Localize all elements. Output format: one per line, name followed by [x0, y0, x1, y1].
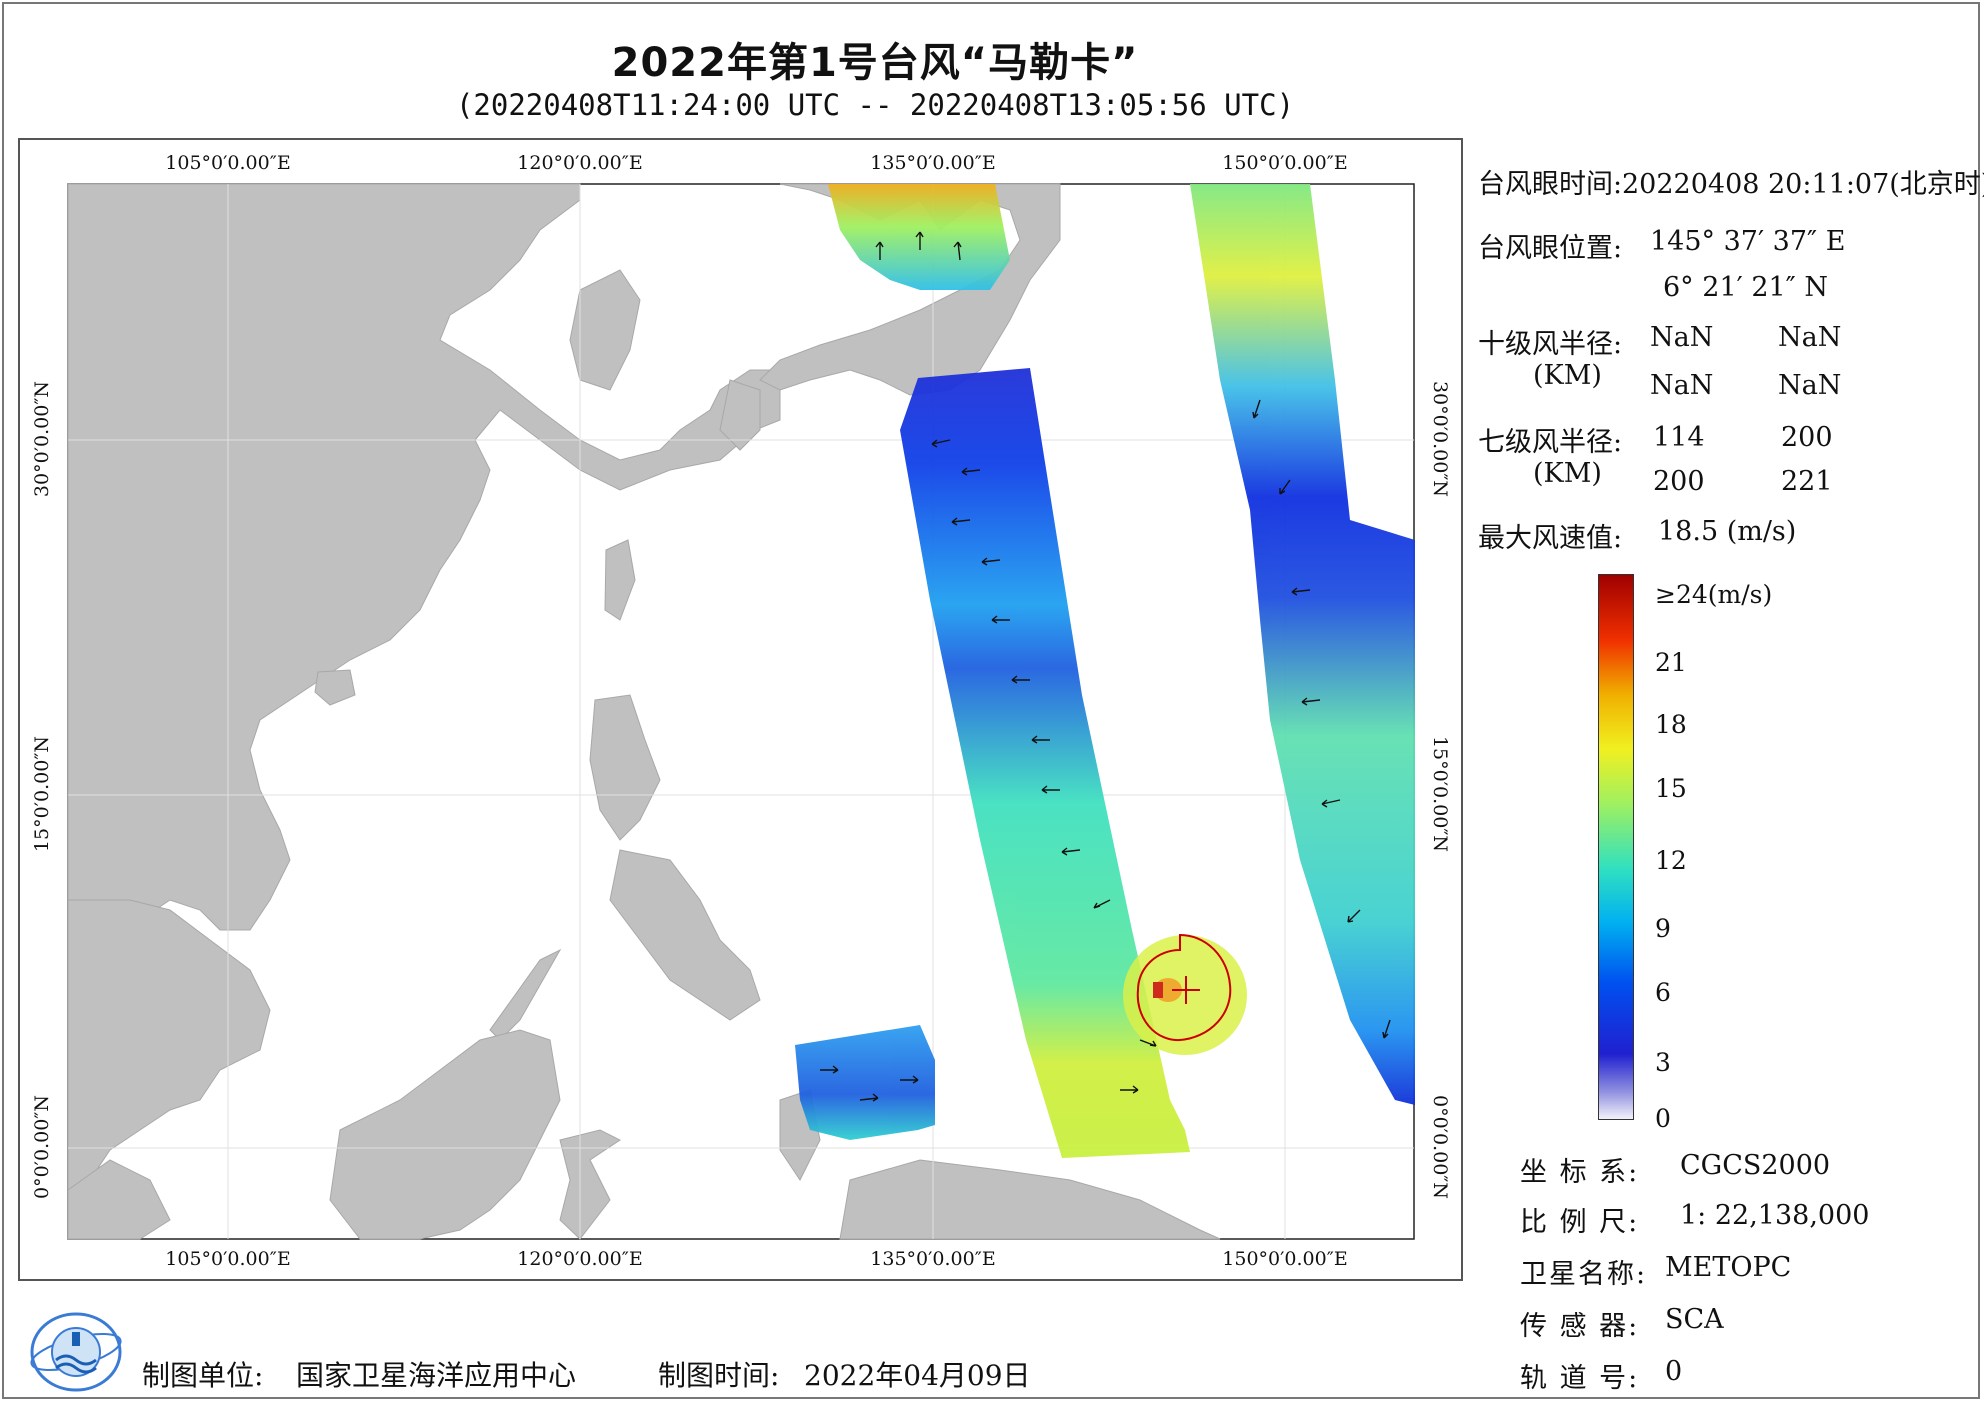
swath-main [900, 368, 1190, 1158]
r10-value-sw: NaN [1650, 370, 1714, 401]
new-guinea [839, 1159, 1221, 1240]
map-subtitle: (20220408T11:24:00 UTC -- 20220408T13:05… [455, 88, 1295, 122]
colorbar-label-3: 3 [1655, 1048, 1671, 1077]
r7-value-ne: 114 [1653, 422, 1705, 453]
crs-value: CGCS2000 [1680, 1150, 1831, 1181]
r10-value-ne: NaN [1650, 322, 1714, 353]
colorbar-label-12: 12 [1655, 846, 1687, 875]
sulawesi [559, 1129, 621, 1240]
orbit-value: 0 [1665, 1356, 1683, 1387]
r7-label: 七级风半径: [1478, 427, 1623, 458]
lon-tick-top-2: 120°0′0.00″E [517, 152, 643, 174]
borneo [329, 1029, 561, 1240]
typhoon-eye-marker [1136, 933, 1232, 1042]
nsoas-logo [30, 1312, 122, 1392]
graticule [68, 184, 1414, 1239]
lat-tick-right-3: 0°0′0.00″N [1429, 1094, 1451, 1200]
eye-time-label: 台风眼时间: [1478, 169, 1623, 200]
lat-tick-left-2: 15°0′0.00″N [31, 735, 53, 853]
eye-longitude: 145° 37′ 37″ E [1650, 226, 1846, 257]
satellite-label: 卫星名称: [1520, 1259, 1648, 1290]
lat-tick-left-1: 30°0′0.00″N [31, 380, 53, 498]
satellite-value: METOPC [1665, 1252, 1792, 1283]
max-wind-value: 18.5 (m/s) [1658, 516, 1797, 547]
sensor-label: 传 感 器: [1520, 1311, 1640, 1342]
wind-vectors [820, 231, 1391, 1102]
r7-value-nw: 221 [1781, 466, 1833, 497]
lon-tick-top-1: 105°0′0.00″E [165, 152, 291, 174]
r10-label: 十级风半径: [1478, 329, 1623, 360]
orbit-label: 轨 道 号: [1520, 1363, 1640, 1394]
producer-value: 国家卫星海洋应用中心 [296, 1359, 577, 1392]
core-red [1153, 982, 1163, 998]
lon-tick-top-3: 135°0′0.00″E [870, 152, 996, 174]
r10-unit: (KM) [1533, 360, 1602, 391]
lat-tick-left-3: 0°0′0.00″N [31, 1094, 53, 1200]
lon-tick-bottom-2: 120°0′0.00″E [517, 1248, 643, 1270]
colorbar-label-15: 15 [1655, 774, 1687, 803]
lon-tick-bottom-3: 135°0′0.00″E [870, 1248, 996, 1270]
date-value: 2022年04月09日 [804, 1359, 1031, 1392]
r7-value-sw: 200 [1653, 466, 1705, 497]
korea [569, 269, 641, 391]
eye-latitude: 6° 21′ 21″ N [1663, 272, 1828, 303]
lat-tick-right-1: 30°0′0.00″N [1429, 380, 1451, 498]
wind-radius-7 [1136, 933, 1232, 1042]
colorbar-label-18: 18 [1655, 710, 1687, 739]
swath-north [828, 184, 1010, 290]
max-wind-label: 最大风速值: [1478, 523, 1623, 554]
colorbar-label-21: 21 [1655, 648, 1687, 677]
wind-field-map[interactable] [20, 140, 1465, 1283]
eye-time-value: 20220408 20:11:07(北京时) [1622, 169, 1984, 200]
palawan [489, 948, 562, 1041]
colorbar-label-6: 6 [1655, 978, 1671, 1007]
lat-tick-right-2: 15°0′0.00″N [1429, 735, 1451, 853]
r10-value-nw: NaN [1778, 370, 1842, 401]
eye-position-label: 台风眼位置: [1478, 233, 1623, 264]
swath-south [795, 1025, 935, 1140]
scale-value: 1: 22,138,000 [1680, 1200, 1870, 1231]
date-label: 制图时间: [658, 1359, 780, 1392]
lon-tick-bottom-4: 150°0′0.00″E [1222, 1248, 1348, 1270]
colorbar-label-0: 0 [1655, 1104, 1671, 1133]
lon-tick-bottom-1: 105°0′0.00″E [165, 1248, 291, 1270]
philippines-visayas [609, 849, 761, 1021]
scale-label: 比 例 尺: [1520, 1207, 1640, 1238]
crs-label: 坐 标 系: [1520, 1157, 1640, 1188]
swath-east [1190, 184, 1415, 1105]
wind-swaths [795, 184, 1415, 1158]
map-frame[interactable]: 105°0′0.00″E 120°0′0.00″E 135°0′0.00″E 1… [18, 138, 1463, 1281]
taiwan [604, 539, 636, 621]
r7-value-se: 200 [1781, 422, 1833, 453]
producer-label: 制图单位: [142, 1359, 264, 1392]
wind-speed-colorbar [1598, 574, 1634, 1120]
asia-mainland [67, 183, 781, 1041]
map-title: 2022年第1号台风“马勒卡” [611, 40, 1139, 86]
colorbar-label-max: ≥24(m/s) [1655, 580, 1773, 609]
colorbar-label-9: 9 [1655, 914, 1671, 943]
philippines-luzon [589, 694, 661, 841]
land-layer [67, 183, 1221, 1240]
lon-tick-top-4: 150°0′0.00″E [1222, 152, 1348, 174]
malaya [67, 1159, 171, 1240]
sensor-value: SCA [1665, 1304, 1724, 1335]
r7-unit: (KM) [1533, 458, 1602, 489]
hainan [314, 669, 356, 706]
r10-value-se: NaN [1778, 322, 1842, 353]
